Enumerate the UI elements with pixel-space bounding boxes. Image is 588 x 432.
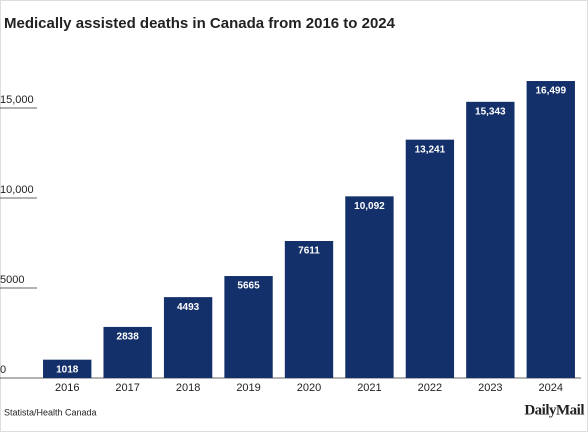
- bar: [345, 196, 394, 378]
- bar: [466, 101, 515, 379]
- value-label: 10,092: [354, 201, 385, 212]
- value-label: 4493: [177, 302, 200, 313]
- value-label: 1018: [56, 364, 79, 375]
- bar: [224, 276, 273, 378]
- value-label: 2838: [117, 332, 140, 343]
- logo: DailyMail: [524, 402, 584, 418]
- bar: [284, 241, 334, 378]
- value-label: 15,343: [475, 106, 506, 117]
- bar: [43, 359, 92, 378]
- value-label: 7611: [298, 246, 320, 257]
- y-tick-label: 10,000: [0, 184, 34, 196]
- x-tick-label: 2024: [539, 382, 563, 394]
- bar: [103, 326, 152, 378]
- x-tick-label: 2017: [115, 382, 139, 394]
- value-label: 5665: [237, 281, 260, 292]
- y-tick-label: 5000: [0, 274, 24, 286]
- chart-title: Medically assisted deaths in Canada from…: [4, 15, 396, 32]
- value-label: 16,499: [535, 86, 566, 97]
- x-tick-label: 2018: [176, 382, 200, 394]
- x-tick-label: 2022: [418, 382, 442, 394]
- x-tick-label: 2020: [297, 382, 321, 394]
- x-tick-label: 2019: [236, 382, 260, 394]
- bar: [526, 81, 575, 378]
- x-tick-label: 2023: [478, 382, 502, 394]
- bar: [163, 297, 213, 378]
- x-tick-label: 2016: [55, 382, 79, 394]
- y-tick-label: 15,000: [0, 94, 34, 106]
- source: Statista/Health Canada: [4, 407, 97, 417]
- x-tick-label: 2021: [357, 382, 381, 394]
- value-label: 13,241: [415, 144, 446, 155]
- bar: [405, 139, 455, 378]
- y-tick-label: 0: [0, 364, 6, 376]
